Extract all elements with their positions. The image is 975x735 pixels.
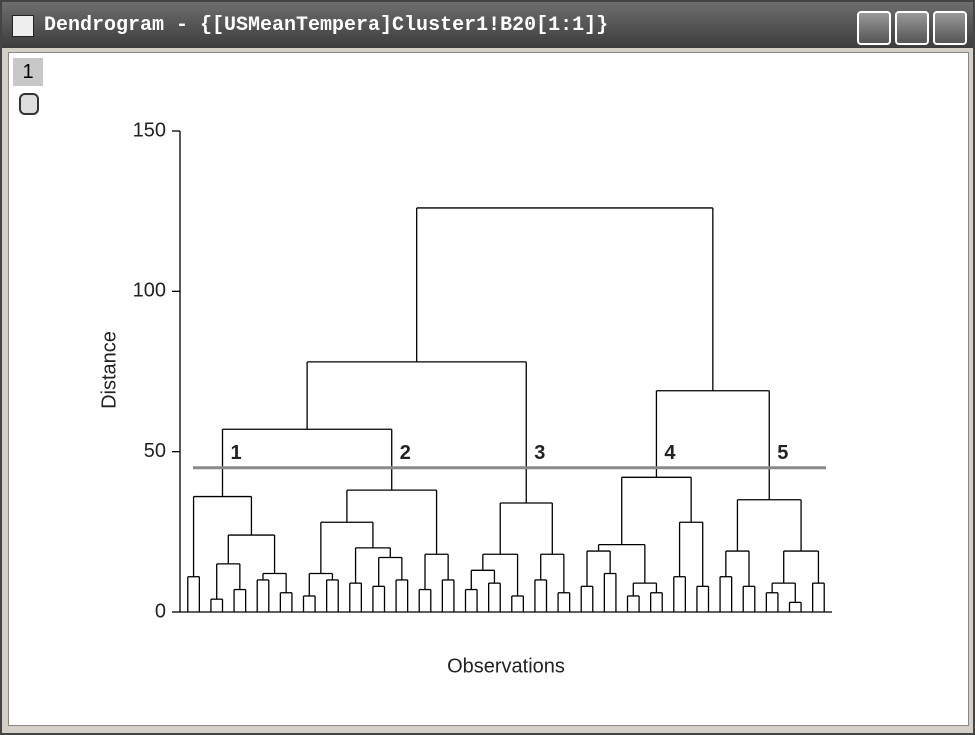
maximize-button[interactable] (895, 11, 929, 45)
y-tick-label: 150 (133, 119, 166, 141)
graph-area: 1 (8, 52, 969, 726)
restore-button[interactable] (933, 11, 967, 45)
y-axis-label: Distance (98, 331, 120, 409)
cluster-label: 3 (534, 442, 545, 464)
window-icon[interactable] (12, 15, 34, 37)
y-tick-label: 50 (144, 440, 166, 462)
window-title: Dendrogram - {[USMeanTempera]Cluster1!B2… (44, 14, 609, 37)
title-bar: Dendrogram - {[USMeanTempera]Cluster1!B2… (2, 2, 973, 48)
cluster-label: 4 (664, 442, 676, 464)
cluster-label: 5 (777, 442, 788, 464)
y-tick-label: 100 (133, 280, 166, 302)
cluster-label: 1 (231, 442, 242, 464)
layer-tab[interactable]: 1 (13, 58, 43, 86)
y-tick-label: 0 (155, 600, 166, 622)
x-axis-label: Observations (447, 655, 565, 677)
cluster-label: 2 (400, 442, 411, 464)
minimize-button[interactable] (857, 11, 891, 45)
lock-icon[interactable] (19, 93, 39, 115)
